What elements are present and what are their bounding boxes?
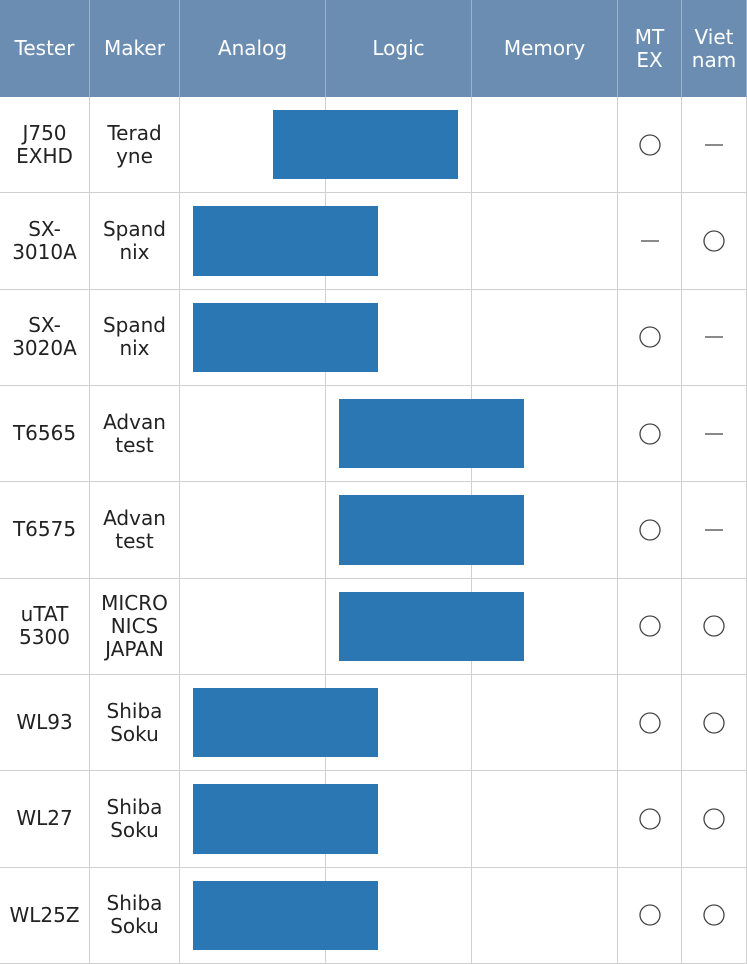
header-cell: Memory	[472, 0, 618, 97]
maker-cell: MICRO NICS JAPAN	[90, 578, 180, 675]
tester-cell: T6575	[0, 482, 90, 579]
coverage-cell	[180, 675, 618, 772]
header-cell: Logic	[326, 0, 472, 97]
mtex-cell	[618, 193, 682, 290]
circle-mark	[638, 808, 661, 830]
tester-cell: WL27	[0, 771, 90, 868]
coverage-bar	[193, 688, 378, 758]
mtex-cell	[618, 771, 682, 868]
circle-mark	[638, 326, 661, 348]
header-cell: Analog	[180, 0, 326, 97]
header-cell: Viet nam	[682, 0, 747, 97]
vietnam-cell	[682, 675, 747, 772]
header-cell: Maker	[90, 0, 180, 97]
vietnam-cell	[682, 482, 747, 579]
maker-cell: Spand nix	[90, 193, 180, 290]
coverage-bar	[273, 110, 458, 180]
vietnam-cell	[682, 867, 747, 964]
vietnam-cell	[682, 97, 747, 194]
tester-cell: WL25Z	[0, 867, 90, 964]
coverage-cell	[180, 97, 618, 194]
circle-mark	[638, 423, 661, 445]
tester-cell: uTAT 5300	[0, 578, 90, 675]
coverage-bar	[193, 206, 378, 276]
circle-mark	[638, 904, 661, 926]
vietnam-cell	[682, 578, 747, 675]
mtex-cell	[618, 386, 682, 483]
maker-cell: Terad yne	[90, 97, 180, 194]
mtex-cell	[618, 289, 682, 386]
circle-mark	[638, 134, 661, 156]
tester-cell: SX- 3010A	[0, 193, 90, 290]
maker-cell: Spand nix	[90, 289, 180, 386]
tester-cell: T6565	[0, 386, 90, 483]
maker-cell: Shiba Soku	[90, 867, 180, 964]
coverage-bar	[193, 302, 378, 372]
coverage-cell	[180, 771, 618, 868]
vietnam-cell	[682, 193, 747, 290]
dash-mark	[705, 529, 723, 531]
coverage-bar	[193, 880, 378, 950]
coverage-cell	[180, 193, 618, 290]
circle-mark	[703, 808, 725, 830]
mtex-cell	[618, 675, 682, 772]
coverage-bar	[339, 399, 524, 469]
coverage-bar	[339, 591, 524, 661]
tester-cell: J750 EXHD	[0, 97, 90, 194]
dash-mark	[705, 144, 723, 146]
maker-cell: Shiba Soku	[90, 771, 180, 868]
dash-mark	[705, 433, 723, 435]
mtex-cell	[618, 482, 682, 579]
mtex-cell	[618, 97, 682, 194]
dash-mark	[705, 336, 723, 338]
circle-mark	[703, 904, 725, 926]
circle-mark	[703, 712, 725, 734]
header-cell: MT EX	[618, 0, 682, 97]
vietnam-cell	[682, 386, 747, 483]
circle-mark	[638, 519, 661, 541]
vietnam-cell	[682, 289, 747, 386]
mtex-cell	[618, 867, 682, 964]
header-cell: Tester	[0, 0, 90, 97]
circle-mark	[638, 615, 661, 637]
coverage-cell	[180, 482, 618, 579]
tester-cell: WL93	[0, 675, 90, 772]
mtex-cell	[618, 578, 682, 675]
circle-mark	[703, 230, 725, 252]
maker-cell: Advan test	[90, 482, 180, 579]
maker-cell: Shiba Soku	[90, 675, 180, 772]
coverage-bar	[339, 495, 524, 565]
coverage-bar	[193, 784, 378, 854]
vietnam-cell	[682, 771, 747, 868]
coverage-cell	[180, 386, 618, 483]
tester-cell: SX- 3020A	[0, 289, 90, 386]
maker-cell: Advan test	[90, 386, 180, 483]
circle-mark	[638, 712, 661, 734]
coverage-cell	[180, 867, 618, 964]
circle-mark	[703, 615, 725, 637]
coverage-cell	[180, 289, 618, 386]
dash-mark	[640, 240, 659, 242]
coverage-cell	[180, 578, 618, 675]
